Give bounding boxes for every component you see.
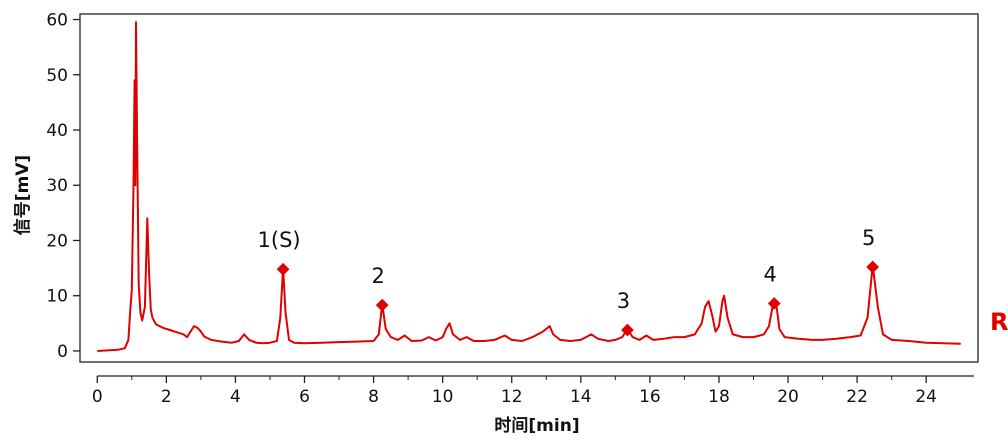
signal-trace-line	[97, 21, 961, 352]
peak-markers: 1(S) 2 3 4 5	[258, 226, 880, 337]
peak-label: 1(S)	[258, 228, 301, 252]
trace-tag-label: R	[990, 308, 1008, 336]
peak-label: 3	[617, 289, 630, 313]
x-tick-label: 22	[846, 387, 868, 407]
x-tick-label: 4	[230, 387, 241, 407]
x-tick-label: 10	[432, 387, 454, 407]
x-axis-title: 时间[min]	[494, 415, 579, 436]
y-axis-title: 信号[mV]	[12, 155, 33, 235]
peak-marker	[375, 298, 389, 312]
x-tick-label: 0	[92, 387, 103, 407]
x-tick-label: 24	[915, 387, 937, 407]
x-tick-label: 6	[299, 387, 310, 407]
y-tick-label: 0	[57, 342, 68, 362]
x-axis: 0 2 4 6 8 10 12 14 16 18 20 22 24	[92, 375, 974, 407]
y-tick-label: 20	[46, 231, 68, 251]
peak-marker	[276, 262, 290, 276]
y-tick-label: 50	[46, 66, 68, 86]
x-tick-label: 2	[161, 387, 172, 407]
x-tick-label: 8	[368, 387, 379, 407]
x-tick-label: 20	[777, 387, 799, 407]
peak-label: 2	[372, 264, 385, 288]
y-tick-label: 10	[46, 287, 68, 307]
x-tick-label: 18	[708, 387, 730, 407]
y-tick-label: 30	[46, 176, 68, 196]
peak-label: 4	[764, 262, 777, 286]
y-tick-label: 60	[46, 11, 68, 31]
peak-label: 5	[862, 226, 875, 250]
x-tick-label: 12	[501, 387, 523, 407]
x-tick-label: 16	[639, 387, 661, 407]
plot-area	[79, 13, 979, 363]
x-tick-label: 14	[570, 387, 592, 407]
y-tick-label: 40	[46, 121, 68, 141]
y-axis: 0 10 20 30 40 50 60	[46, 11, 80, 362]
